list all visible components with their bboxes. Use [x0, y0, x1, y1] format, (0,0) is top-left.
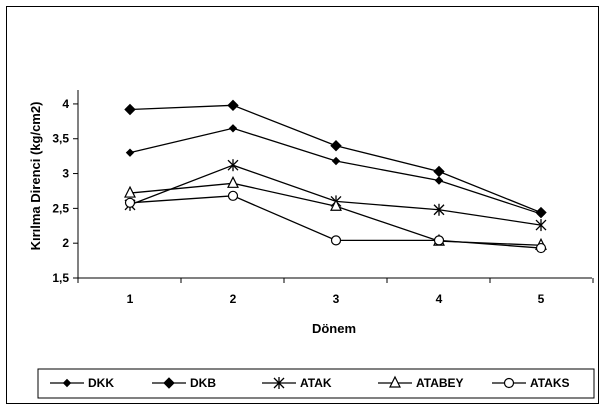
legend-marker-dkb: [163, 377, 175, 389]
legend-marker-ataks: [503, 377, 515, 389]
legend-label-dkb: DKB: [190, 376, 216, 390]
legend-label-atabey: ATABEY: [416, 376, 464, 390]
point-dkk: [228, 124, 238, 133]
x-tick-label: 1: [127, 292, 134, 306]
x-tick-label: 4: [436, 292, 443, 306]
point-dkb: [330, 139, 342, 152]
chart-frame: [6, 6, 599, 404]
point-atabey: [330, 198, 342, 211]
x-axis-title: Dönem: [312, 321, 356, 336]
point-dkk: [434, 176, 444, 185]
point-ataks: [433, 235, 445, 246]
legend-marker-dkk: [62, 378, 72, 388]
y-tick-label: 2,5: [52, 201, 69, 215]
point-dkb: [227, 99, 239, 112]
legend-label-dkk: DKK: [88, 376, 114, 390]
legend-label-atak: ATAK: [300, 376, 332, 390]
y-tick-label: 2: [62, 236, 69, 250]
point-atak: [535, 219, 547, 232]
point-dkb: [535, 206, 547, 219]
y-tick-label: 1,5: [52, 271, 69, 285]
point-dkk: [125, 148, 135, 157]
point-atak: [433, 203, 445, 216]
point-dkk: [331, 156, 341, 166]
point-atabey: [124, 185, 136, 198]
y-axis-title: Kırılma Direnci (kg/cm2): [28, 102, 43, 251]
x-tick-label: 2: [230, 292, 237, 306]
x-tick-label: 3: [333, 292, 340, 306]
x-tick-label: 5: [538, 292, 545, 306]
legend-marker-atabey: [389, 375, 401, 388]
y-tick-label: 4: [62, 97, 69, 111]
point-dkb: [124, 103, 136, 116]
point-ataks: [330, 235, 342, 246]
series-line-atak: [129, 164, 542, 226]
y-tick-label: 3: [62, 167, 69, 181]
point-ataks: [124, 197, 136, 208]
legend-label-ataks: ATAKS: [530, 376, 570, 390]
y-tick-label: 3,5: [52, 132, 69, 146]
point-ataks: [535, 242, 547, 254]
point-atak: [227, 159, 239, 172]
point-atabey: [227, 175, 239, 188]
point-ataks: [227, 190, 239, 201]
legend-marker-atak: [273, 377, 285, 389]
point-dkb: [433, 165, 445, 178]
